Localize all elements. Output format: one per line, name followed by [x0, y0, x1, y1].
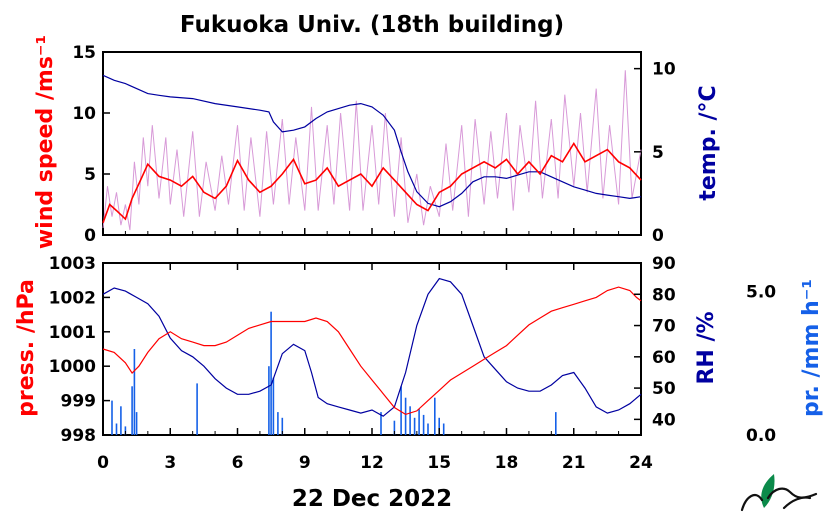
precip-bar	[400, 386, 402, 435]
precip-bar	[418, 409, 420, 435]
precip-bar	[124, 426, 127, 435]
x-tick-label: 21	[562, 453, 586, 473]
top-wind-mean-layer	[102, 141, 642, 224]
x-tick-label: 0	[97, 453, 109, 473]
precip-bar	[555, 412, 557, 435]
top-right-ticks: 0 5 10	[634, 60, 676, 246]
precip-bar	[413, 417, 416, 435]
top-left-ticks: 0 5 10 15	[72, 43, 110, 246]
wind-tick-label: 15	[72, 43, 96, 63]
pressure-tick-label: 999	[61, 392, 97, 412]
x-tick-label: 9	[299, 453, 311, 473]
rh-tick-label: 70	[652, 317, 676, 337]
top-temp-layer	[102, 74, 642, 208]
pressure-axis-label: press. /hPa	[14, 279, 39, 417]
top-wind-raw-layer	[102, 70, 642, 231]
bottom-right-ticks: 40 50 60 70 80 90	[634, 254, 676, 430]
precip-bar	[442, 423, 445, 435]
wind-mean-line	[102, 141, 642, 224]
precip-tick-label: 5.0	[746, 283, 776, 303]
precip-bar	[380, 412, 382, 435]
x-tick-label: 24	[629, 453, 653, 473]
precip-bar	[404, 397, 407, 435]
wind-raw-line	[102, 70, 642, 231]
institution-logo	[740, 474, 818, 512]
precip-bar	[438, 417, 440, 435]
temperature-line	[102, 74, 642, 208]
pressure-tick-label: 1000	[49, 357, 96, 377]
rh-axis-label: RH /%	[694, 311, 719, 384]
temp-tick-label: 0	[652, 226, 664, 246]
precip-bar	[270, 311, 272, 435]
precip-bar	[272, 377, 275, 435]
precip-bar	[268, 366, 270, 435]
pressure-tick-label: 998	[61, 426, 97, 446]
x-tick-label: 6	[232, 453, 244, 473]
top-panel-frame	[102, 51, 642, 236]
bottom-far-right-ticks: 0.0 5.0	[746, 283, 776, 446]
rh-tick-label: 80	[652, 285, 676, 305]
precip-bar	[135, 412, 138, 435]
pressure-tick-label: 1002	[49, 288, 96, 308]
wind-speed-axis-label: wind speed /ms⁻¹	[33, 35, 58, 249]
date-label: 22 Dec 2022	[292, 486, 452, 512]
pressure-line	[102, 286, 642, 416]
precip-bar	[131, 386, 133, 435]
temp-tick-label: 5	[652, 143, 664, 163]
precip-bar	[277, 412, 279, 435]
rh-tick-label: 40	[652, 410, 676, 430]
bottom-pressure-layer	[102, 286, 642, 416]
precip-bar	[427, 423, 429, 435]
wind-tick-label: 10	[72, 104, 96, 124]
precip-bar	[281, 417, 284, 435]
precip-bar	[111, 400, 113, 435]
rh-line	[102, 277, 642, 417]
precip-bar	[393, 420, 396, 435]
bottom-rh-layer	[102, 277, 642, 417]
pressure-tick-label: 1001	[49, 323, 96, 343]
rh-tick-label: 50	[652, 379, 676, 399]
x-tick-label: 15	[427, 453, 451, 473]
x-tick-label: 3	[164, 453, 176, 473]
rh-tick-label: 60	[652, 348, 676, 368]
rh-tick-label: 90	[652, 254, 676, 274]
bottom-panel-frame	[102, 262, 642, 436]
logo-leaf-icon	[761, 474, 775, 508]
precip-bar	[133, 349, 136, 435]
chart-title: Fukuoka Univ. (18th building)	[180, 12, 564, 38]
x-tick-label: 18	[495, 453, 519, 473]
precip-tick-label: 0.0	[746, 426, 776, 446]
pressure-tick-label: 1003	[49, 254, 96, 274]
logo-swoosh-icon	[740, 487, 818, 512]
top-panel: 0 5 10 15 0 5 10 wind speed /ms⁻¹ temp. /°C	[33, 35, 721, 249]
precip-bar	[196, 383, 198, 435]
temp-axis-label: temp. /°C	[696, 85, 721, 200]
precip-bar	[120, 406, 122, 435]
precip-bar	[434, 397, 436, 435]
top-x-ticks	[102, 228, 642, 235]
bottom-precip-layer	[111, 311, 557, 435]
temp-tick-label: 10	[652, 60, 676, 80]
bottom-x-ticks: 0 3 6 9 12 15 18 21 24	[97, 263, 653, 473]
x-tick-label: 12	[360, 453, 384, 473]
precip-bar	[409, 406, 411, 435]
precip-bar	[422, 414, 425, 435]
precip-axis-label: pr. /mm h⁻¹	[799, 279, 824, 417]
wind-tick-label: 0	[84, 226, 96, 246]
precip-bar	[115, 423, 118, 435]
bottom-left-ticks: 998 999 1000 1001 1002 1003	[49, 254, 110, 446]
wind-tick-label: 5	[84, 165, 96, 185]
